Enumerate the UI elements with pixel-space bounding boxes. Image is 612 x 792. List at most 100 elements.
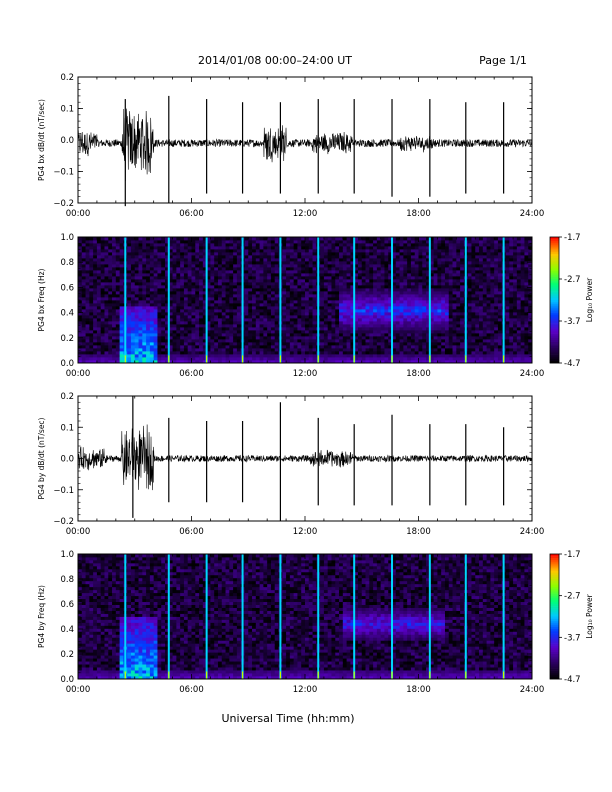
spectrogram-cell xyxy=(407,360,412,364)
x-tick-label: 00:00 xyxy=(66,209,91,219)
spectrogram-cell xyxy=(146,318,151,322)
spectrogram-cell xyxy=(146,351,151,355)
spectrogram-cell xyxy=(85,246,90,250)
spectrogram-cell xyxy=(497,282,503,286)
spectrogram-cell xyxy=(380,303,385,307)
spectrogram-cell xyxy=(96,339,102,343)
spectrogram-cell xyxy=(244,294,249,298)
spectrogram-cell xyxy=(153,279,158,283)
spectrogram-cell xyxy=(361,270,366,274)
spectrogram-cell xyxy=(289,360,295,364)
spectrogram-cell xyxy=(165,309,170,313)
spectrogram-cell xyxy=(244,327,249,331)
spectrogram-cell xyxy=(289,324,295,328)
spectrogram-cell xyxy=(187,261,192,265)
spectrogram-cell xyxy=(422,348,427,352)
spectrogram-cell xyxy=(286,297,291,301)
spectrogram-cell xyxy=(191,270,196,274)
spectrogram-cell xyxy=(248,306,253,310)
spectrogram-cell xyxy=(433,303,438,307)
spectrogram-cell xyxy=(490,240,495,244)
spectrogram-cell xyxy=(342,360,348,364)
spectrogram-cell xyxy=(429,357,435,361)
spectrogram-cell xyxy=(490,258,495,262)
spectrogram-cell xyxy=(100,264,105,268)
spectrogram-cell xyxy=(252,336,257,340)
spectrogram-cell xyxy=(157,258,162,262)
spectrogram-cell xyxy=(426,339,431,343)
spectrogram-cell xyxy=(130,345,136,349)
spectrogram-cell xyxy=(221,294,226,298)
spectrogram-cell xyxy=(410,342,416,346)
spectrogram-cell xyxy=(157,255,162,259)
spectrogram-cell xyxy=(399,303,404,307)
spectrogram-cell xyxy=(433,357,438,361)
spectrogram-cell xyxy=(323,300,329,304)
spectrogram-cell xyxy=(206,255,211,259)
spectrogram-cell xyxy=(384,267,389,271)
spectrogram-cell xyxy=(176,291,181,295)
spectrogram-cell xyxy=(134,333,139,337)
spectrogram-cell xyxy=(274,309,279,313)
spectrogram-cell xyxy=(78,306,83,310)
spectrogram-cell xyxy=(429,300,435,304)
spectrogram-cell xyxy=(282,279,287,283)
spectrogram-cell xyxy=(467,252,472,256)
spectrogram-cell xyxy=(210,312,215,316)
spectrogram-cell xyxy=(422,279,427,283)
spectrogram-cell xyxy=(180,324,185,328)
spectrogram-cell xyxy=(308,273,313,277)
spectrogram-cell xyxy=(115,357,121,361)
spectrogram-cell xyxy=(479,297,484,301)
spectrogram-cell xyxy=(172,348,177,352)
spectrogram-cell xyxy=(96,321,102,325)
spectrogram-cell xyxy=(373,321,378,325)
spectrogram-cell xyxy=(142,303,147,307)
spectrogram-cell xyxy=(195,306,200,310)
spectrogram-cell xyxy=(157,279,162,283)
spectrogram-cell xyxy=(509,315,514,319)
spectrogram-cell xyxy=(497,261,503,265)
spectrogram-cell xyxy=(418,285,423,289)
spectrogram-cell xyxy=(127,312,132,316)
spectrogram-cell xyxy=(293,360,298,364)
spectrogram-cell xyxy=(448,360,453,364)
spectrogram-cell xyxy=(407,327,412,331)
spectrogram-cell xyxy=(376,276,382,280)
spectrogram-cell xyxy=(399,261,404,265)
spectrogram-cell xyxy=(497,270,503,274)
spectrogram-cell xyxy=(93,297,98,301)
spectrogram-cell xyxy=(308,357,313,361)
spectrogram-cell xyxy=(490,246,495,250)
spectrogram-cell xyxy=(410,270,416,274)
spectrogram-cell xyxy=(93,282,98,286)
spectrogram-cell xyxy=(289,333,295,337)
spectrogram-cell xyxy=(100,306,105,310)
spectrogram-cell xyxy=(165,315,170,319)
spectrogram-cell xyxy=(380,309,385,313)
spectrogram-cell xyxy=(399,255,404,259)
spectrogram-cell xyxy=(199,240,204,244)
spectrogram-cell xyxy=(78,324,83,328)
spectrogram-cell xyxy=(206,306,211,310)
spectrogram-cell xyxy=(210,324,215,328)
spectrogram-cell xyxy=(365,273,370,277)
spectrogram-cell xyxy=(161,336,166,340)
spectrogram-cell xyxy=(138,240,143,244)
spectrogram-cell xyxy=(509,279,514,283)
spectrogram-cell xyxy=(210,315,215,319)
spectrogram-cell xyxy=(96,279,102,283)
spectrogram-cell xyxy=(252,264,257,268)
spectrogram-cell xyxy=(289,345,295,349)
spectrogram-cell xyxy=(414,357,419,361)
spectrogram-cell xyxy=(494,288,499,292)
spectrogram-cell xyxy=(410,339,416,343)
spectrogram-cell xyxy=(217,243,223,247)
spectrogram-cell xyxy=(452,273,457,277)
spectrogram-cell xyxy=(233,318,238,322)
spectrogram-cell xyxy=(335,270,340,274)
spectrogram-cell xyxy=(108,306,113,310)
spectrogram-cell xyxy=(308,237,313,241)
spectrogram-cell xyxy=(346,330,351,334)
spectrogram-cell xyxy=(350,273,355,277)
